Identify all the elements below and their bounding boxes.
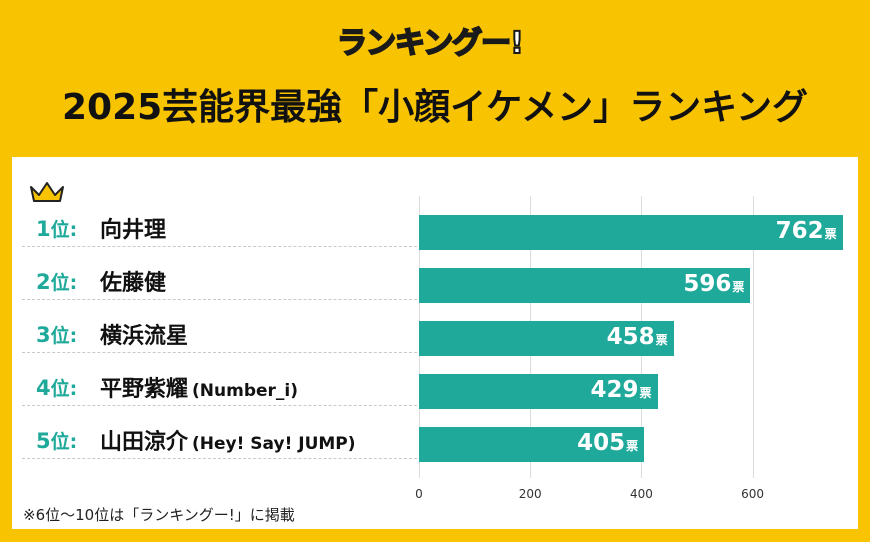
- bar-value-label: 596票: [683, 271, 744, 297]
- x-tick-label: 200: [518, 487, 542, 501]
- rank-label: 1位:: [36, 215, 77, 242]
- bar-value: 429: [590, 377, 639, 403]
- bar-unit: 票: [626, 439, 639, 453]
- bar: 762票: [419, 215, 843, 250]
- rank-number: 5: [36, 429, 51, 453]
- rank-suffix: 位: [50, 325, 70, 347]
- person-name: 山田涼介 (Hey! Say! JUMP): [100, 424, 356, 456]
- rank-suffix: 位: [50, 378, 70, 400]
- bar-unit: 票: [824, 227, 837, 241]
- rank-label: 4位:: [36, 374, 77, 401]
- bar-value-label: 429票: [590, 377, 651, 403]
- person-name: 横浜流星: [100, 318, 188, 350]
- bar-value: 762: [775, 218, 824, 244]
- person-name: 佐藤健: [100, 265, 166, 297]
- rank-colon: :: [69, 272, 78, 294]
- group-name: (Hey! Say! JUMP): [192, 434, 356, 454]
- bar: 458票: [419, 321, 674, 356]
- rank-colon: :: [69, 219, 78, 241]
- name-text: 横浜流星: [100, 324, 189, 349]
- x-tick-label: 600: [741, 487, 765, 501]
- rank-number: 2: [36, 270, 51, 294]
- bar: 596票: [419, 268, 751, 303]
- brand-logo: ランキングー!: [336, 14, 537, 64]
- rank-label: 3位:: [36, 321, 77, 348]
- rank-colon: :: [69, 431, 78, 453]
- bar-value: 458: [606, 324, 655, 350]
- name-text: 平野紫耀: [100, 377, 189, 402]
- bar-value: 405: [577, 430, 626, 456]
- row-separator: [22, 246, 417, 247]
- bar: 429票: [419, 374, 658, 409]
- crown-icon: [30, 182, 64, 202]
- bar-value-label: 405票: [577, 430, 638, 456]
- rank-colon: :: [69, 325, 78, 347]
- rank-label: 2位:: [36, 268, 77, 295]
- bar-value: 596: [683, 271, 732, 297]
- rank-suffix: 位: [50, 431, 70, 453]
- bar-value-label: 458票: [607, 324, 668, 350]
- row-separator: [22, 405, 417, 406]
- person-name: 平野紫耀 (Number_i): [100, 371, 298, 403]
- x-tick-label: 0: [415, 487, 423, 501]
- rank-number: 3: [36, 323, 51, 347]
- rank-suffix: 位: [50, 272, 70, 294]
- bar-value-label: 762票: [776, 218, 837, 244]
- name-text: 佐藤健: [100, 271, 167, 296]
- bar: 405票: [419, 427, 645, 462]
- name-text: 向井理: [100, 218, 167, 243]
- bar-unit: 票: [732, 280, 745, 294]
- rank-label: 5位:: [36, 427, 77, 454]
- row-separator: [22, 458, 417, 459]
- x-tick-label: 400: [629, 487, 653, 501]
- rank-number: 1: [36, 217, 51, 241]
- page-title: 2025芸能界最強「小顔イケメン」ランキング: [61, 87, 809, 128]
- row-separator: [22, 352, 417, 353]
- bar-unit: 票: [639, 386, 652, 400]
- rank-number: 4: [36, 376, 51, 400]
- row-separator: [22, 299, 417, 300]
- rank-suffix: 位: [50, 219, 70, 241]
- footnote: ※6位〜10位は「ランキングー!」に掲載: [23, 506, 295, 524]
- name-text: 山田涼介: [100, 430, 189, 455]
- grid-line: [752, 196, 754, 478]
- person-name: 向井理: [100, 212, 166, 244]
- rank-colon: :: [69, 378, 78, 400]
- logo-text: ランキングー!: [336, 25, 525, 62]
- bar-unit: 票: [655, 333, 668, 347]
- group-name: (Number_i): [192, 381, 299, 401]
